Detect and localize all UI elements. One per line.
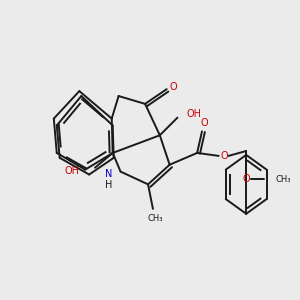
Text: O: O — [200, 118, 208, 128]
Text: OH: OH — [186, 109, 201, 119]
Text: O: O — [170, 82, 177, 92]
Text: OH: OH — [64, 166, 79, 176]
Text: H: H — [105, 180, 112, 190]
Text: CH₃: CH₃ — [147, 214, 163, 223]
Text: O: O — [242, 174, 250, 184]
Text: N: N — [105, 169, 112, 178]
Text: CH₃: CH₃ — [276, 175, 291, 184]
Text: O: O — [221, 151, 228, 161]
